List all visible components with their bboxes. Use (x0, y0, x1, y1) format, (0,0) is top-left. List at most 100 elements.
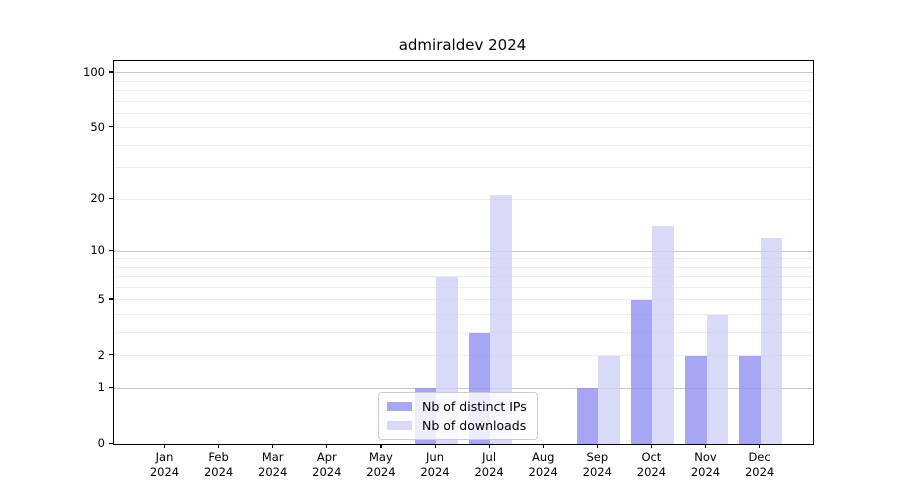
x-tick-mark (542, 444, 544, 448)
minor-gridline (114, 299, 813, 301)
x-tick-mark (272, 444, 274, 448)
x-tick-label: Nov 2024 (682, 450, 730, 480)
y-tick-label: 10 (90, 243, 105, 258)
minor-gridline (114, 266, 813, 268)
minor-gridline (114, 314, 813, 316)
y-tick-label: 20 (90, 191, 105, 206)
y-tick-mark (109, 354, 113, 356)
month-label: Sep (586, 450, 609, 464)
month-label: Jan (155, 450, 174, 464)
month-label: Jun (426, 450, 444, 464)
x-tick-label: Oct 2024 (627, 450, 675, 480)
bar-distinct-ips-oct (630, 299, 653, 444)
legend-swatch-downloads (387, 421, 412, 430)
month-label: Feb (208, 450, 229, 464)
year-label: 2024 (744, 465, 775, 479)
x-tick-mark (705, 444, 707, 448)
year-label: 2024 (258, 465, 288, 479)
month-label: Oct (641, 450, 662, 464)
year-label: 2024 (474, 465, 504, 479)
bar-distinct-ips-sep (576, 388, 599, 444)
bar-distinct-ips-nov (685, 355, 707, 444)
major-gridline (114, 250, 813, 252)
minor-gridline (114, 90, 813, 92)
x-tick-label: Jul 2024 (465, 450, 513, 480)
minor-gridline (114, 198, 813, 200)
year-label: 2024 (420, 465, 450, 479)
y-tick-mark (109, 442, 113, 444)
bar-downloads-dec (760, 237, 783, 444)
month-label: May (369, 450, 393, 464)
y-tick-label: 2 (97, 347, 105, 362)
month-label: Jul (482, 450, 497, 464)
plot-area: Nb of distinct IPs Nb of downloads (113, 60, 814, 445)
major-gridline (114, 387, 813, 389)
legend-item-distinct-ips: Nb of distinct IPs (387, 399, 527, 414)
minor-gridline (114, 332, 813, 333)
legend-label-downloads: Nb of downloads (422, 418, 527, 433)
bar-downloads-sep (598, 355, 620, 444)
legend: Nb of distinct IPs Nb of downloads (378, 392, 538, 440)
y-tick-label: 5 (97, 291, 105, 306)
x-tick-label: Mar 2024 (249, 450, 297, 480)
year-label: 2024 (366, 465, 396, 479)
x-tick-label: Dec 2024 (736, 450, 784, 480)
y-tick-mark (109, 71, 113, 73)
minor-gridline (114, 276, 813, 278)
minor-gridline (114, 80, 813, 82)
x-tick-label: Feb 2024 (195, 450, 243, 480)
x-tick-mark (596, 444, 598, 448)
y-tick-label: 1 (97, 380, 105, 395)
bar-downloads-oct (652, 226, 674, 444)
y-tick-mark (109, 197, 113, 199)
minor-gridline (114, 258, 813, 260)
y-tick-label: 100 (83, 64, 105, 79)
bar-downloads-jul (490, 195, 512, 444)
x-tick-label: Apr 2024 (303, 450, 351, 480)
x-tick-label: May 2024 (357, 450, 405, 480)
year-label: 2024 (582, 465, 612, 479)
y-tick-label: 0 (97, 436, 105, 450)
x-tick-mark (326, 444, 328, 448)
minor-gridline (114, 286, 813, 288)
legend-item-downloads: Nb of downloads (387, 418, 527, 433)
minor-gridline (114, 144, 813, 146)
legend-swatch-distinct-ips (387, 402, 412, 411)
y-tick-mark (109, 386, 113, 388)
major-gridline (114, 72, 813, 74)
y-tick-mark (109, 249, 113, 251)
month-label: Mar (261, 450, 284, 464)
chart-title: admiraldev 2024 (398, 36, 527, 54)
x-tick-mark (488, 444, 490, 448)
year-label: 2024 (528, 465, 558, 479)
y-tick-label: 50 (90, 119, 105, 134)
x-tick-label: Aug 2024 (519, 450, 567, 480)
month-label: Aug (531, 450, 555, 464)
minor-gridline (114, 112, 813, 114)
x-tick-mark (434, 444, 436, 448)
y-tick-mark (109, 126, 113, 128)
x-tick-label: Jan 2024 (141, 450, 189, 480)
x-tick-mark (380, 444, 382, 448)
month-label: Nov (694, 450, 717, 464)
month-label: Dec (748, 450, 771, 464)
minor-gridline (114, 355, 813, 357)
year-label: 2024 (312, 465, 342, 479)
x-tick-mark (650, 444, 653, 448)
x-tick-label: Sep 2024 (573, 450, 621, 480)
year-label: 2024 (149, 465, 180, 479)
year-label: 2024 (636, 465, 667, 479)
year-label: 2024 (203, 465, 234, 479)
month-label: Apr (316, 450, 337, 464)
legend-label-distinct-ips: Nb of distinct IPs (422, 399, 527, 414)
minor-gridline (114, 127, 813, 129)
x-tick-mark (759, 444, 761, 448)
minor-gridline (114, 100, 813, 102)
x-tick-mark (218, 444, 220, 448)
bar-downloads-nov (706, 314, 728, 444)
x-tick-label: Jun 2024 (411, 450, 459, 480)
y-tick-mark (109, 298, 113, 300)
minor-gridline (114, 167, 813, 169)
x-tick-mark (164, 444, 166, 448)
